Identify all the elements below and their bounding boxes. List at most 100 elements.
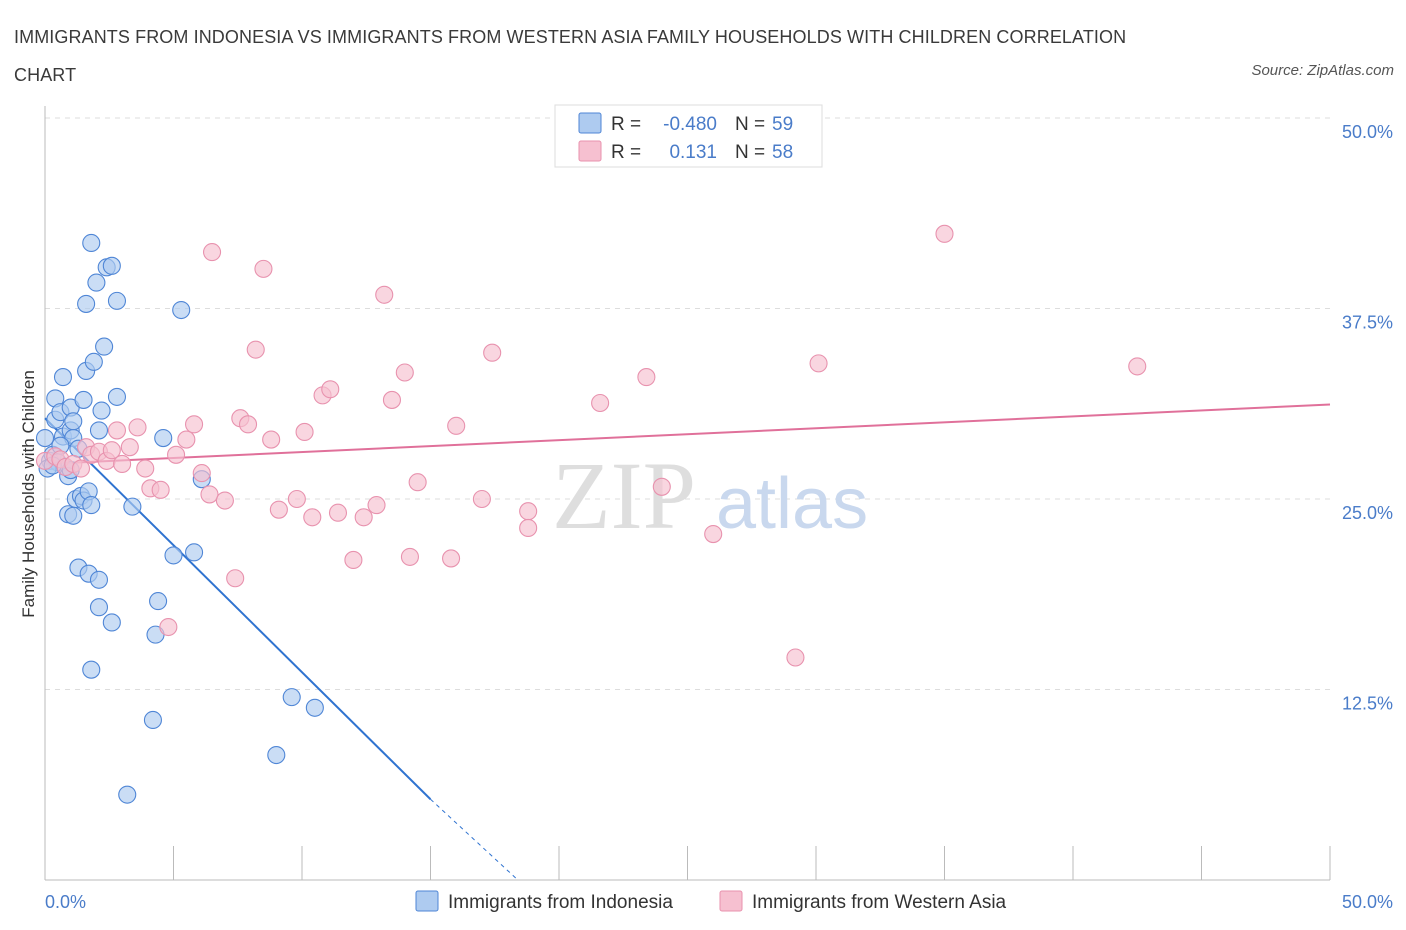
indonesia-point <box>64 506 83 525</box>
indonesia-point <box>267 745 286 765</box>
indonesia-point <box>102 613 121 632</box>
western-asia-point <box>159 617 178 637</box>
indonesia-point <box>89 421 109 440</box>
western-asia-point <box>591 393 610 413</box>
western-asia-point <box>120 438 139 457</box>
western-asia-point <box>287 489 306 509</box>
indonesia-point <box>74 390 93 409</box>
western-asia-point <box>375 285 394 304</box>
x-tick-labels: 0.0% 50.0% <box>45 892 1393 912</box>
indonesia-point <box>92 401 111 420</box>
indonesia-trendline-extension <box>430 798 519 881</box>
source-label: Source: ZipAtlas.com <box>1251 62 1394 79</box>
y-tick-label: 50.0% <box>1342 122 1393 142</box>
western-asia-point <box>238 415 258 434</box>
indonesia-point <box>172 300 191 320</box>
indonesia-point <box>82 660 101 679</box>
indonesia-point <box>82 233 101 253</box>
indonesia-point <box>107 387 127 406</box>
watermark: ZIP atlas <box>552 442 868 549</box>
western-asia-point <box>809 354 828 373</box>
legend-r-value-1: -0.480 <box>663 114 717 135</box>
western-asia-point <box>71 459 91 478</box>
western-asia-point <box>367 496 386 515</box>
y-axis-label: Family Households with Children <box>19 370 38 618</box>
western-asia-point <box>400 547 419 566</box>
western-asia-point <box>192 464 211 483</box>
indonesia-point <box>87 273 106 292</box>
western-asia-point <box>226 569 245 588</box>
bottom-legend-label-indonesia: Immigrants from Indonesia <box>448 892 673 913</box>
axes <box>44 106 1331 881</box>
indonesia-point <box>143 710 162 730</box>
western-asia-point <box>483 343 502 362</box>
watermark-zip: ZIP <box>552 442 696 549</box>
western-asia-point <box>382 390 402 409</box>
indonesia-point <box>154 428 173 448</box>
indonesia-point <box>95 337 114 356</box>
legend-r-label-1: R = <box>611 114 641 135</box>
legend-n-value-2: 58 <box>772 142 793 163</box>
western-asia-point <box>246 340 265 359</box>
indonesia-point <box>123 497 142 516</box>
western-asia-point <box>102 441 121 460</box>
indonesia-point <box>305 698 324 717</box>
indonesia-point <box>282 688 301 707</box>
western-asia-point <box>328 503 348 522</box>
indonesia-point <box>35 428 55 448</box>
indonesia-point <box>102 256 121 275</box>
indonesia-point <box>185 543 204 562</box>
western-asia-point <box>128 418 147 437</box>
grid-lines <box>45 117 1330 690</box>
indonesia-point <box>77 294 96 313</box>
bottom-legend: Immigrants from Indonesia Immigrants fro… <box>415 890 1007 913</box>
y-tick-label: 12.5% <box>1342 694 1393 714</box>
western-asia-trendline <box>44 403 1331 465</box>
legend-r-label-2: R = <box>611 142 641 163</box>
western-asia-point <box>303 508 322 527</box>
y-tick-label: 25.0% <box>1342 503 1393 523</box>
x-tick-label: 50.0% <box>1342 892 1393 912</box>
legend-swatch-western-asia <box>578 140 602 162</box>
western-asia-point <box>295 422 314 441</box>
bottom-legend-swatch-western-asia <box>719 890 743 912</box>
indonesia-point <box>118 785 137 804</box>
western-asia-point <box>262 430 281 449</box>
western-asia-point <box>652 477 671 496</box>
indonesia-point <box>107 291 127 310</box>
western-asia-point <box>344 550 363 570</box>
watermark-atlas: atlas <box>716 464 868 544</box>
trendlines <box>44 403 1331 881</box>
indonesia-point <box>89 570 109 589</box>
western-asia-point <box>269 500 288 519</box>
western-asia-point <box>395 363 414 382</box>
legend-box: R = -0.480 N = 59 R = 0.131 N = 58 <box>554 104 823 168</box>
legend-n-label-2: N = <box>735 142 765 163</box>
legend-n-value-1: 59 <box>772 114 793 135</box>
western-asia-point <box>408 473 427 492</box>
indonesia-trendline <box>44 417 432 800</box>
western-asia-point <box>151 480 170 499</box>
western-asia-point <box>107 421 127 440</box>
western-asia-point <box>321 380 340 399</box>
legend-swatch-indonesia <box>578 112 602 134</box>
indonesia-point <box>64 412 83 431</box>
western-asia-point <box>177 430 196 449</box>
western-asia-point <box>519 518 538 538</box>
western-asia-point <box>167 445 186 464</box>
western-asia-point <box>200 485 219 504</box>
legend-r-value-2: 0.131 <box>669 142 717 163</box>
western-asia-point <box>519 502 538 521</box>
western-asia-point <box>447 416 466 435</box>
indonesia-point <box>89 598 109 617</box>
indonesia-point <box>149 592 168 611</box>
bottom-legend-swatch-indonesia <box>415 890 439 912</box>
x-tick-label: 0.0% <box>45 892 86 912</box>
y-tick-label: 37.5% <box>1342 313 1393 333</box>
western-asia-point <box>136 459 155 478</box>
western-asia-point <box>203 243 222 262</box>
western-asia-point <box>472 489 491 509</box>
bottom-legend-label-western-asia: Immigrants from Western Asia <box>752 892 1007 913</box>
indonesia-point <box>164 546 183 565</box>
